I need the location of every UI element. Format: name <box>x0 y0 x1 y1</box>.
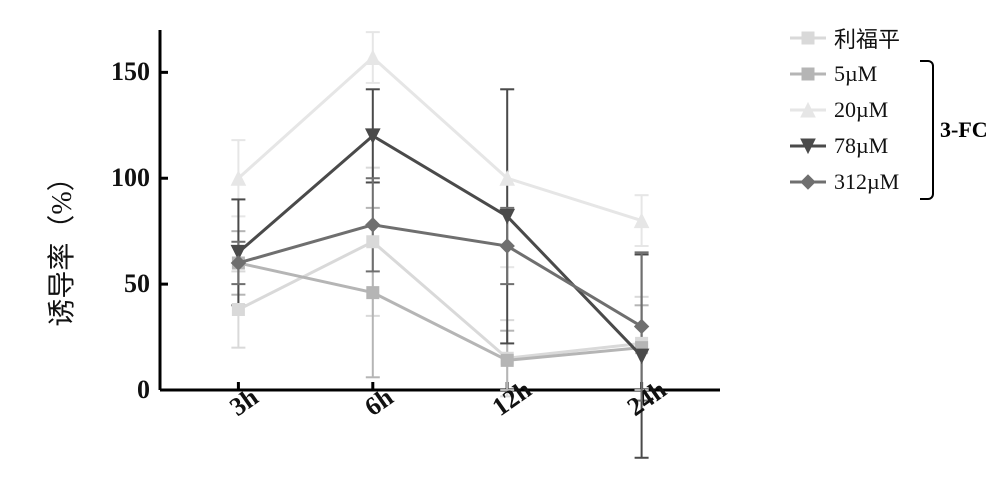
series-marker-c312 <box>500 239 514 253</box>
series-line-c5 <box>238 263 641 360</box>
series-marker-c5 <box>501 354 513 366</box>
y-axis-label: 诱导率（%） <box>40 163 80 326</box>
series-marker-c20 <box>366 51 380 65</box>
legend-item-c5: 5µM <box>790 56 990 92</box>
plot-area: 0501001503h6h12h24h <box>160 30 720 390</box>
legend-label: 利福平 <box>834 22 900 54</box>
series-marker-c5 <box>367 287 379 299</box>
y-tick-label: 150 <box>111 57 160 87</box>
legend-marker-icon <box>790 28 826 48</box>
legend-item-c312: 312µM <box>790 164 990 200</box>
y-tick-label: 100 <box>111 163 160 193</box>
chart: 诱导率（%） 0501001503h6h12h24h <box>60 10 780 480</box>
series-line-rifampicin <box>238 242 641 358</box>
legend-bracket-icon <box>920 60 934 200</box>
page: 诱导率（%） 0501001503h6h12h24h 利福平 5µM 20µM 78µ… <box>0 0 1000 502</box>
legend-marker-icon <box>790 100 826 120</box>
series-marker-c312 <box>366 218 380 232</box>
plot-svg <box>160 30 720 390</box>
legend-label: 312µM <box>834 169 899 195</box>
series-marker-rifampicin <box>367 236 379 248</box>
legend-marker-icon <box>790 172 826 192</box>
series-marker-c312 <box>635 319 649 333</box>
legend-item-rifampicin: 利福平 <box>790 20 990 56</box>
y-tick-label: 50 <box>124 269 160 299</box>
y-tick-label: 0 <box>137 375 160 405</box>
legend-label: 20µM <box>834 97 888 123</box>
series-marker-rifampicin <box>232 304 244 316</box>
legend: 利福平 5µM 20µM 78µM 312µM 3-FC <box>790 20 990 200</box>
legend-label: 5µM <box>834 61 877 87</box>
series-line-c20 <box>238 58 641 221</box>
legend-label: 78µM <box>834 133 888 159</box>
legend-marker-icon <box>790 136 826 156</box>
legend-bracket-label: 3-FC <box>940 117 988 143</box>
series-marker-c78 <box>635 349 649 363</box>
legend-marker-icon <box>790 64 826 84</box>
